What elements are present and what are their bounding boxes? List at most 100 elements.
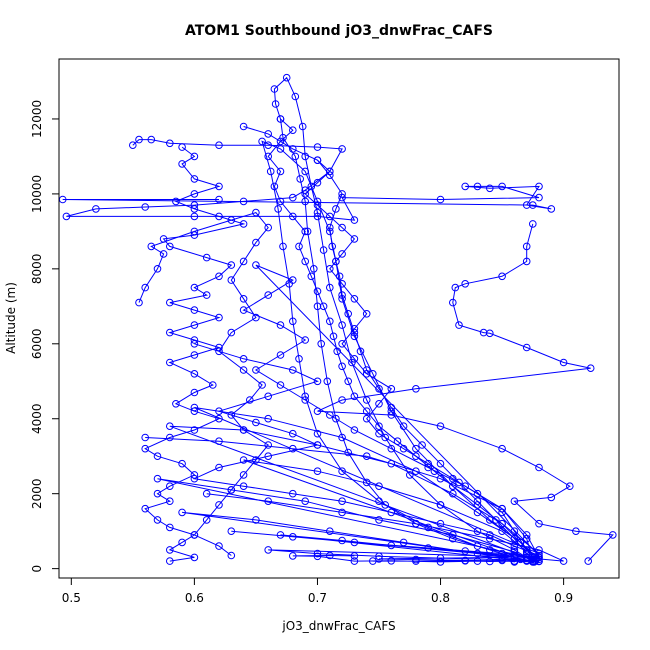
data-point: [215, 501, 223, 509]
data-point: [310, 265, 318, 273]
data-point: [461, 547, 470, 555]
data-point: [522, 242, 531, 251]
data-point: [227, 486, 236, 494]
data-point: [313, 302, 322, 311]
data-point: [522, 257, 531, 266]
data-point: [436, 558, 445, 566]
series-line: [192, 264, 540, 558]
data-point: [329, 332, 338, 341]
data-point: [239, 306, 248, 314]
data-point: [276, 381, 285, 389]
data-point: [166, 422, 174, 431]
data-point: [301, 227, 310, 236]
data-point: [172, 197, 180, 206]
data-point: [301, 396, 310, 404]
data-point: [529, 220, 537, 228]
data-point: [412, 557, 420, 565]
x-tick-label: 0.5: [62, 591, 81, 605]
data-point: [350, 552, 359, 560]
data-point: [313, 212, 322, 221]
data-point: [424, 523, 433, 532]
data-point: [350, 355, 359, 363]
x-tick-label: 0.6: [185, 591, 204, 605]
data-point: [535, 463, 543, 472]
data-point: [264, 130, 273, 138]
data-point: [178, 143, 186, 151]
data-point: [326, 167, 334, 176]
data-point: [362, 452, 371, 461]
data-point: [239, 295, 248, 303]
data-point: [258, 381, 266, 389]
data-point: [215, 414, 223, 423]
data-point: [586, 364, 595, 373]
data-point: [412, 385, 420, 393]
data-point: [547, 205, 556, 213]
data-point: [510, 542, 519, 550]
data-point: [141, 283, 149, 292]
series-line: [317, 223, 614, 562]
data-point: [276, 351, 285, 359]
data-point: [338, 291, 346, 299]
data-point: [202, 489, 211, 498]
data-point: [516, 555, 525, 564]
data-point: [274, 205, 282, 213]
data-point: [375, 400, 383, 408]
x-axis-label: jO3_dnwFrac_CAFS: [281, 619, 395, 633]
data-point: [289, 145, 297, 153]
data-point: [190, 531, 199, 539]
data-point: [313, 429, 322, 438]
data-point: [190, 205, 199, 213]
data-point: [153, 265, 162, 273]
data-point: [406, 471, 414, 479]
data-point: [252, 313, 260, 322]
data-point: [338, 340, 346, 348]
data-point: [362, 310, 371, 318]
data-point: [166, 328, 174, 337]
chart-title: ATOM1 Southbound jO3_dnwFrac_CAFS: [185, 23, 493, 39]
data-point: [282, 73, 291, 82]
data-point: [239, 366, 248, 374]
data-point: [572, 527, 580, 536]
data-point: [473, 182, 482, 191]
data-point: [510, 497, 519, 506]
data-point: [190, 190, 199, 198]
data-point: [271, 100, 280, 108]
data-point: [522, 343, 531, 352]
data-point: [190, 340, 199, 348]
data-point: [326, 411, 334, 419]
data-point: [473, 501, 482, 509]
data-point: [264, 452, 273, 461]
data-point: [436, 501, 445, 509]
data-point: [332, 257, 340, 266]
data-point: [289, 533, 297, 541]
data-point: [289, 429, 297, 438]
y-tick-label: 8000: [30, 254, 44, 285]
y-tick-label: 0: [30, 565, 44, 573]
data-point: [387, 411, 396, 419]
data-point: [313, 156, 322, 164]
data-point: [178, 459, 186, 468]
data-point: [326, 223, 334, 232]
data-point: [215, 313, 223, 322]
data-point: [190, 426, 199, 434]
data-point: [451, 283, 460, 292]
data-point: [510, 552, 519, 561]
data-point: [276, 321, 285, 329]
data-point: [510, 534, 519, 543]
data-point: [486, 184, 494, 193]
data-point: [270, 182, 279, 191]
y-tick-label: 4000: [30, 403, 44, 434]
data-point: [313, 549, 322, 558]
plot-frame: [58, 58, 620, 579]
data-point: [375, 552, 383, 561]
data-point: [178, 538, 186, 547]
data-point: [215, 141, 223, 149]
data-point: [529, 201, 537, 209]
data-point: [387, 557, 396, 565]
data-point: [332, 414, 340, 423]
data-point: [190, 370, 199, 378]
data-point: [522, 531, 531, 539]
data-point: [202, 516, 211, 524]
series-layer: [58, 73, 617, 566]
data-point: [264, 152, 273, 161]
